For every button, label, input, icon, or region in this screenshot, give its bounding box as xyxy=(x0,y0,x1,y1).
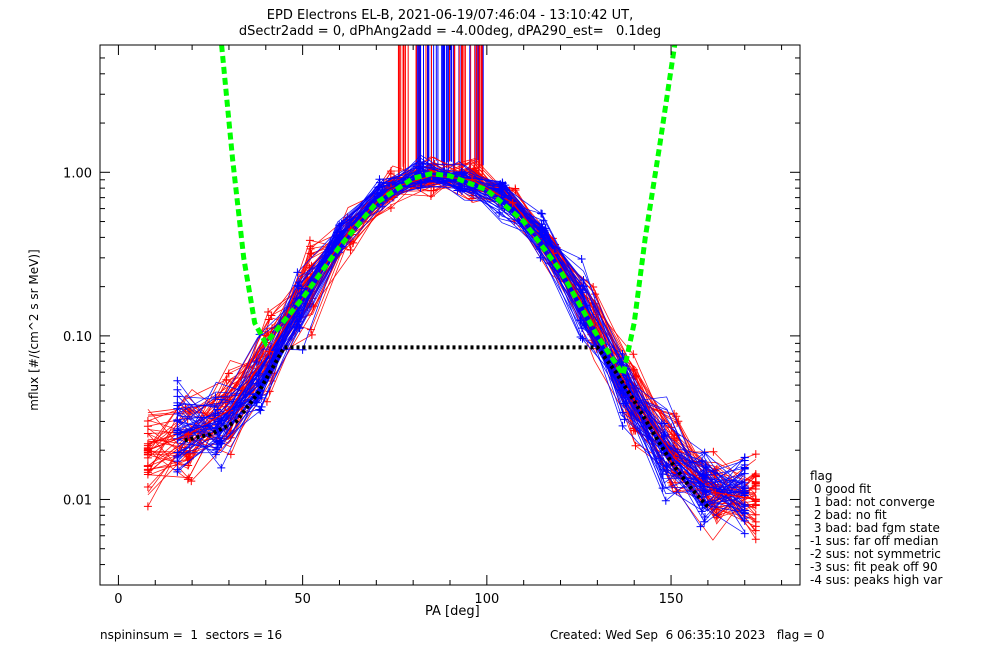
series-point xyxy=(143,446,152,455)
series-point xyxy=(213,417,222,426)
footer-left: nspininsum = 1 sectors = 16 xyxy=(100,628,283,642)
noise-trace xyxy=(177,173,745,506)
series-line-black xyxy=(184,345,710,509)
plot-frame xyxy=(99,44,801,586)
x-tick-label: 0 xyxy=(114,592,122,607)
legend-item: -4 sus: peaks high var xyxy=(810,573,943,587)
legend-item: -1 sus: far off median xyxy=(810,534,939,548)
series-line-green xyxy=(219,45,678,381)
plus-marker xyxy=(751,535,760,544)
noise-trace xyxy=(177,178,745,485)
noise-trace xyxy=(147,178,756,507)
noise-trace xyxy=(147,168,756,510)
series-point xyxy=(335,233,344,242)
plus-marker xyxy=(173,457,182,466)
plus-marker xyxy=(173,385,182,394)
plus-marker xyxy=(740,456,749,465)
y-axis-label: mflux [#/(cm^2 s sr MeV)] xyxy=(27,249,41,411)
noise-trace xyxy=(147,161,757,525)
series-point xyxy=(711,488,720,497)
legend-item: -2 sus: not symmetric xyxy=(810,547,941,561)
series-point xyxy=(265,347,274,356)
series-point xyxy=(508,198,517,207)
legend: flag 0 good fit 1 bad: not converge 2 ba… xyxy=(810,470,942,587)
legend-item: 1 bad: not converge xyxy=(810,495,935,509)
x-tick-label: 150 xyxy=(659,592,684,607)
plus-marker xyxy=(740,465,749,474)
noise-trace xyxy=(177,166,745,509)
legend-title: flag xyxy=(810,469,833,483)
legend-item: -3 sus: fit peak off 90 xyxy=(810,560,938,574)
legend-item: 2 bad: no fit xyxy=(810,508,887,522)
axes-layer: 0 50 100 150 0.01 0.10 1.00 xyxy=(63,44,800,607)
plus-marker xyxy=(173,448,182,457)
series-layer xyxy=(143,45,760,509)
noise-traces xyxy=(143,154,760,544)
series-point xyxy=(376,188,384,197)
noise-trace xyxy=(177,171,745,504)
x-axis-label: PA [deg] xyxy=(425,604,480,619)
noise-trace xyxy=(177,175,745,513)
chart-subtitle: dSectr2add = 0, dPhAng2add = -4.00deg, d… xyxy=(238,24,662,39)
plus-marker xyxy=(173,416,182,425)
noise-trace xyxy=(177,163,745,506)
series-point xyxy=(224,406,233,415)
y-tick-label: 1.00 xyxy=(63,166,92,181)
x-tick-label: 50 xyxy=(294,592,311,607)
noise-trace xyxy=(147,180,756,508)
plus-marker xyxy=(143,422,152,431)
series-point xyxy=(740,488,749,497)
legend-item: 3 bad: bad fgm state xyxy=(810,521,940,535)
plus-marker xyxy=(143,502,152,511)
footer-right: Created: Wed Sep 6 06:35:10 2023 flag = … xyxy=(550,628,825,642)
noise-trace xyxy=(177,170,746,512)
series-point xyxy=(173,430,182,439)
plus-marker xyxy=(740,529,749,538)
plus-marker xyxy=(740,516,749,525)
series-point xyxy=(700,482,709,491)
plus-marker xyxy=(143,453,152,462)
y-tick-label: 0.10 xyxy=(63,330,92,345)
x-tick-label: 100 xyxy=(474,592,499,607)
plus-marker xyxy=(740,502,749,511)
series-point xyxy=(254,381,263,390)
legend-item: 0 good fit xyxy=(810,482,872,496)
series-point xyxy=(751,495,760,504)
plus-marker xyxy=(173,467,182,476)
y-tick-label: 0.01 xyxy=(63,493,92,508)
series-point xyxy=(184,430,193,439)
noise-trace xyxy=(177,170,745,504)
chart-title: EPD Electrons EL-B, 2021-06-19/07:46:04 … xyxy=(266,8,634,23)
series-point xyxy=(538,233,547,242)
